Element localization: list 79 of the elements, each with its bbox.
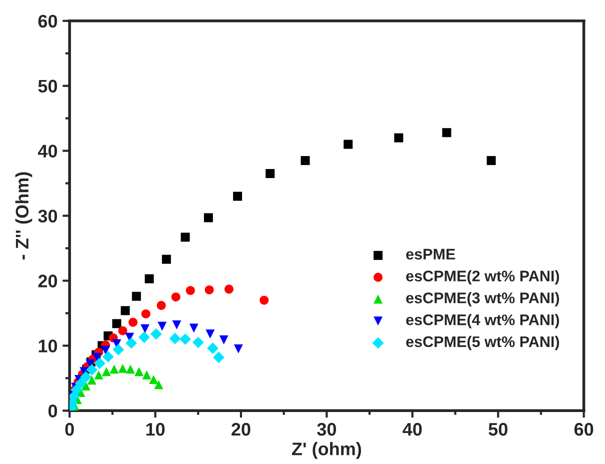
point xyxy=(486,156,496,166)
point xyxy=(233,192,242,201)
point xyxy=(186,286,195,295)
point xyxy=(92,352,102,362)
legend-label: esCPME(4 wt% PANI) xyxy=(406,314,560,328)
point xyxy=(80,371,92,383)
y-tick-label: 50 xyxy=(38,80,58,93)
point xyxy=(156,300,166,310)
point xyxy=(70,384,82,396)
point xyxy=(149,374,158,384)
point xyxy=(172,320,182,330)
point xyxy=(110,364,119,374)
point xyxy=(128,318,138,327)
point xyxy=(204,285,214,294)
point xyxy=(142,370,152,380)
point xyxy=(234,344,243,354)
point xyxy=(94,370,104,380)
point xyxy=(81,381,90,390)
x-tick-label: 40 xyxy=(402,422,422,436)
point xyxy=(192,336,204,348)
y-tick-label: 40 xyxy=(38,144,58,158)
point xyxy=(87,376,96,385)
x-tick-label: 60 xyxy=(574,422,594,436)
point xyxy=(394,133,404,142)
legend-label: esCPME(3 wt% PANI) xyxy=(406,292,560,306)
legend-label: esCPME(5 wt% PANI) xyxy=(406,336,560,350)
point xyxy=(112,344,124,356)
point xyxy=(94,357,106,369)
y-tick-label: 30 xyxy=(38,210,58,223)
point xyxy=(180,333,192,345)
point xyxy=(266,169,275,178)
y-tick-label: 10 xyxy=(38,340,58,352)
point xyxy=(189,324,198,333)
point xyxy=(169,332,181,344)
point xyxy=(141,309,150,318)
point xyxy=(206,342,218,354)
x-tick-label: 30 xyxy=(317,422,336,436)
point xyxy=(118,364,128,373)
point xyxy=(158,322,167,331)
point xyxy=(144,274,154,284)
point xyxy=(162,254,171,264)
x-axis-title: Z' (ohm) xyxy=(292,442,362,459)
point xyxy=(140,324,150,334)
point xyxy=(212,352,224,364)
point xyxy=(171,292,180,302)
point xyxy=(180,232,190,242)
point xyxy=(219,335,228,344)
point xyxy=(204,213,213,222)
point xyxy=(300,156,310,166)
y-tick-label: 20 xyxy=(38,274,58,288)
x-tick-label: 50 xyxy=(488,422,508,436)
point xyxy=(260,296,269,305)
point xyxy=(344,140,353,149)
point xyxy=(134,367,144,376)
y-axis-title: - Z'' (Ohm) xyxy=(15,172,32,260)
point xyxy=(74,378,86,390)
point xyxy=(154,380,164,390)
x-tick-label: 0 xyxy=(65,422,74,436)
point xyxy=(442,128,452,138)
point xyxy=(101,346,110,355)
point xyxy=(120,306,130,316)
point xyxy=(86,364,98,376)
point xyxy=(102,350,114,362)
legend-label: esPME xyxy=(406,248,456,260)
point xyxy=(150,328,162,340)
point xyxy=(206,329,215,338)
point xyxy=(224,284,234,294)
y-tick-label: 60 xyxy=(38,14,58,28)
legend-label: esCPME(2 wt% PANI) xyxy=(406,270,560,284)
y-tick-label: 0 xyxy=(48,404,58,418)
point xyxy=(118,326,128,336)
point xyxy=(132,292,141,301)
point xyxy=(112,319,122,328)
x-tick-label: 10 xyxy=(146,422,165,436)
point xyxy=(138,332,150,343)
point xyxy=(126,364,135,374)
x-tick-label: 20 xyxy=(232,422,250,436)
point xyxy=(102,367,111,376)
point xyxy=(126,337,138,349)
